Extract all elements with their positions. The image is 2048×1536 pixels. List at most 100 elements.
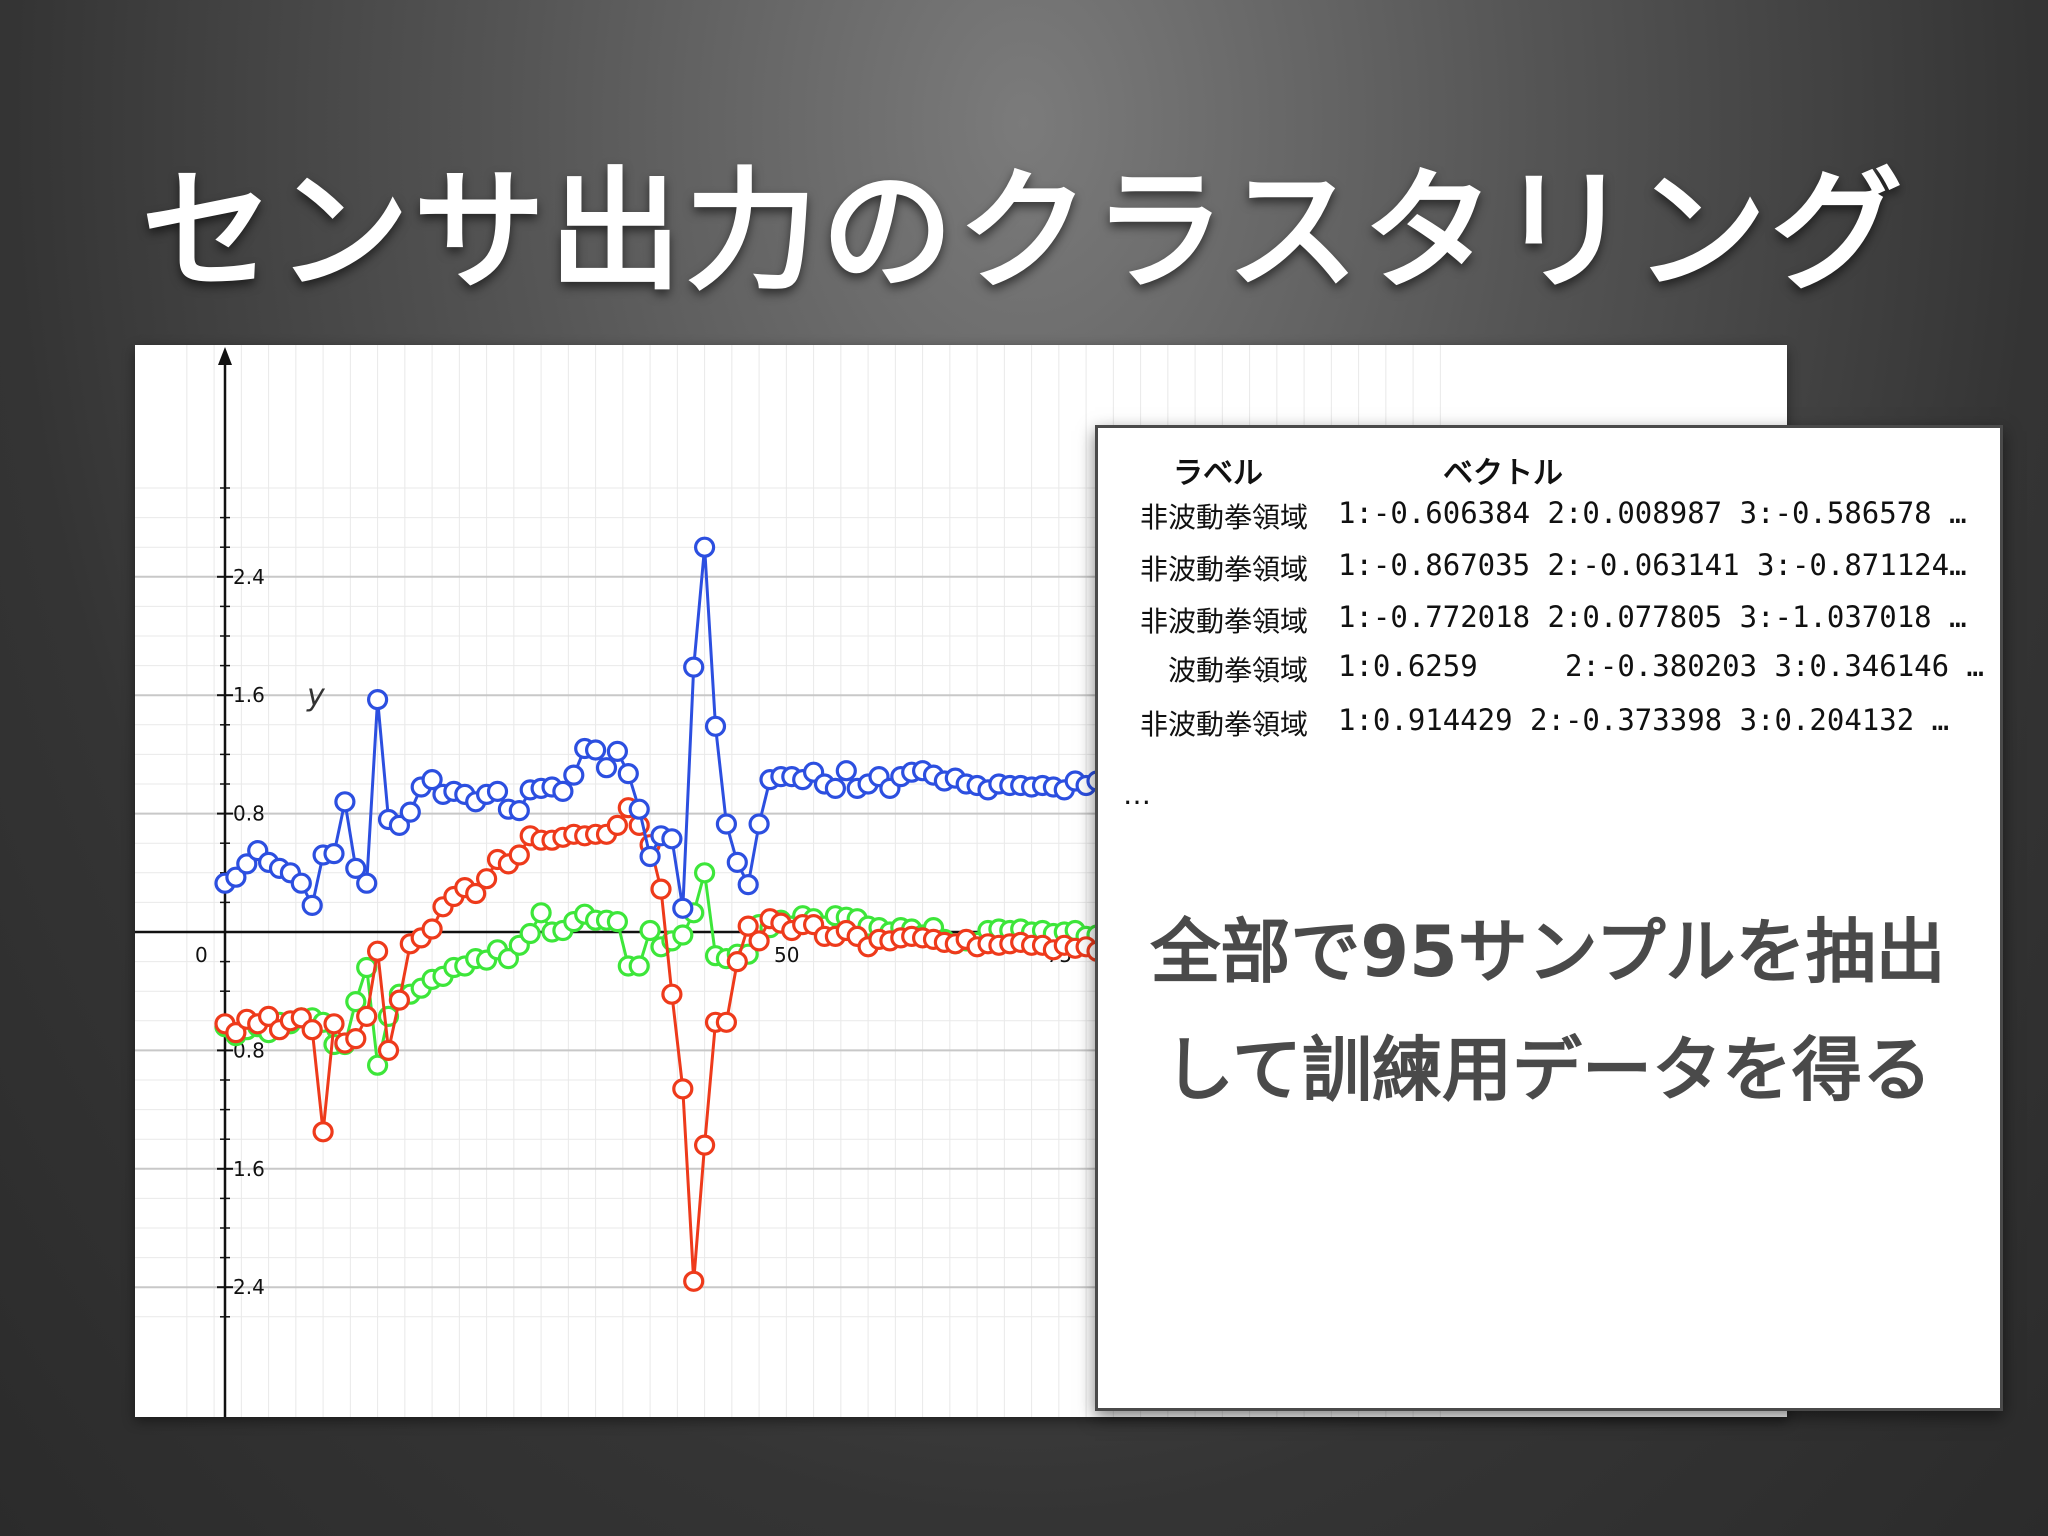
feature-vector-panel: ラベル ベクトル 非波動拳領域 1:-0.606384 2:0.008987 3…: [1095, 425, 2003, 1411]
data-point: [563, 764, 585, 786]
more-rows-ellipsis: …: [1123, 778, 1151, 811]
data-point: [388, 989, 410, 1011]
data-point: [693, 536, 716, 558]
data-point: [258, 1005, 280, 1028]
data-point: [345, 1027, 367, 1050]
data-point: [345, 857, 367, 880]
data-point: [704, 715, 727, 737]
row-label: 非波動拳領域: [1139, 605, 1308, 638]
data-point: [661, 983, 683, 1005]
data-point: [356, 872, 378, 894]
x-tick-label: 50: [774, 943, 799, 967]
data-point: [606, 814, 628, 836]
data-point: [748, 930, 770, 952]
data-point: [323, 843, 345, 865]
x-tick-label: 0: [195, 943, 208, 967]
data-point: [726, 851, 748, 874]
data-point: [367, 1054, 389, 1076]
data-point: [530, 902, 552, 924]
data-point: [639, 845, 661, 868]
data-point: [377, 1039, 400, 1062]
sensor-chart: 2.41.60.80.81.62.405075y: [135, 345, 1787, 1417]
data-point: [737, 873, 759, 896]
y-tick-label: 1.6: [233, 683, 265, 707]
y-axis-label: y: [306, 679, 326, 714]
row-label: 非波動拳領域: [1139, 708, 1308, 741]
row-vector: 1:-0.772018 2:0.077805 3:-1.037018 …: [1338, 600, 1967, 634]
data-point: [508, 800, 530, 822]
data-point: [519, 922, 541, 945]
data-point: [595, 757, 618, 779]
data-point: [465, 882, 487, 905]
data-point: [312, 1121, 334, 1143]
chart-series: [214, 536, 1108, 1292]
y-tick-label: 2.4: [233, 1275, 265, 1299]
data-point: [236, 853, 258, 875]
data-point: [486, 780, 509, 802]
data-point: [650, 878, 672, 900]
data-point: [683, 1270, 705, 1292]
data-point: [476, 868, 498, 890]
row-label: 非波動拳領域: [1139, 501, 1308, 534]
data-point: [628, 798, 650, 820]
data-point: [497, 947, 519, 970]
data-point: [421, 918, 443, 940]
data-point: [290, 872, 312, 894]
data-point: [639, 919, 661, 942]
data-point: [693, 862, 716, 884]
data-row: 非波動拳領域 1:0.914429 2:-0.373398 3:0.204132…: [1098, 703, 1998, 743]
data-point: [835, 760, 857, 782]
series-line: [224, 547, 1098, 910]
y-tick-label: 0.8: [233, 802, 265, 826]
data-point: [301, 1019, 323, 1041]
data-row: 非波動拳領域 1:-0.867035 2:-0.063141 3:-0.8711…: [1098, 548, 1998, 588]
caption-line: して訓練用データを得る: [1164, 1029, 1932, 1111]
data-point: [748, 813, 770, 835]
data-point: [617, 763, 639, 785]
y-tick-label: 1.6: [233, 1157, 265, 1181]
data-point: [715, 813, 738, 835]
data-point: [672, 1078, 694, 1100]
data-point: [726, 950, 748, 973]
data-point: [301, 894, 323, 917]
row-vector: 1:0.914429 2:-0.373398 3:0.204132 …: [1338, 703, 1950, 737]
slide-title: センサ出力のクラスタリング: [141, 155, 1907, 309]
data-point: [661, 828, 683, 850]
data-point: [552, 780, 574, 802]
y-axis-arrow: [218, 347, 232, 365]
data-point: [693, 1134, 716, 1156]
data-point: [367, 940, 389, 962]
caption-line: 全部で95サンプルを抽出: [1150, 911, 1946, 993]
data-point: [824, 777, 847, 799]
label-column-header: ラベル: [1173, 456, 1263, 491]
data-point: [672, 897, 694, 919]
data-row: 波動拳領域 1:0.6259 2:-0.380203 3:0.346146 …: [1098, 649, 1998, 689]
data-point: [421, 769, 443, 791]
y-tick-label: 2.4: [233, 565, 265, 589]
data-point: [356, 1005, 378, 1028]
data-point: [367, 689, 389, 711]
data-point: [345, 990, 367, 1013]
data-point: [225, 866, 247, 888]
data-point: [715, 1011, 738, 1033]
data-point: [323, 1013, 345, 1035]
row-vector: 1:-0.606384 2:0.008987 3:-0.586578 …: [1338, 496, 1967, 530]
data-point: [388, 814, 410, 836]
data-point: [585, 739, 607, 761]
data-point: [628, 955, 650, 977]
data-point: [508, 844, 530, 866]
data-point: [334, 791, 356, 813]
data-point: [606, 740, 628, 762]
data-point: [737, 915, 759, 937]
caption: 全部で95サンプルを抽出 して訓練用データを得る: [1118, 893, 1978, 1129]
data-point: [225, 1021, 247, 1044]
data-row: 非波動拳領域 1:-0.772018 2:0.077805 3:-1.03701…: [1098, 600, 1998, 640]
data-row: 非波動拳領域 1:-0.606384 2:0.008987 3:-0.58657…: [1098, 496, 1998, 536]
vector-column-header: ベクトル: [1443, 456, 1563, 491]
row-vector: 1:0.6259 2:-0.380203 3:0.346146 …: [1338, 649, 1983, 683]
row-label: 波動拳領域: [1167, 654, 1308, 687]
row-vector: 1:-0.867035 2:-0.063141 3:-0.871124…: [1338, 548, 1967, 582]
row-label: 非波動拳領域: [1139, 553, 1308, 586]
data-point: [683, 656, 705, 678]
data-point: [399, 801, 421, 823]
